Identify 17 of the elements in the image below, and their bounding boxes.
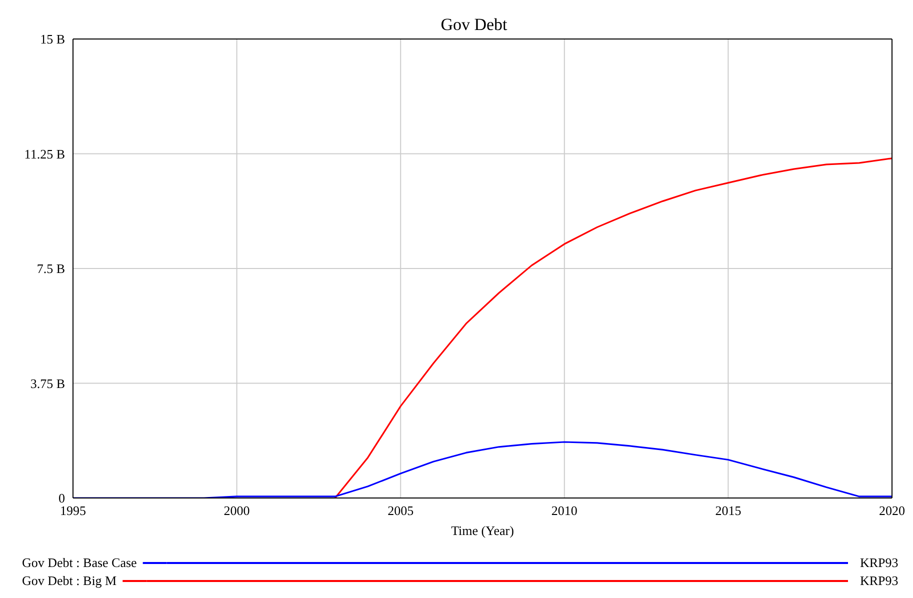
x-axis-title: Time (Year) [451,523,514,538]
x-tick-label: 2005 [388,503,414,518]
y-tick-label: 0 [58,490,65,506]
x-tick-label: 2020 [879,503,905,518]
chart-title: Gov Debt [440,15,508,34]
legend-label: Gov Debt : Big M [22,573,118,588]
y-tick-label: 11.25 B [24,146,66,162]
x-tick-label: 1995 [60,503,86,518]
x-tick-label: 2010 [551,503,578,518]
text: KRP93 [860,573,898,588]
y-tick-label: 7.5 B [36,261,66,276]
legend-label: Gov Debt : Base Case [22,555,138,570]
y-tick-label: 3.75 B [30,376,66,391]
x-tick-label: 2000 [224,503,250,518]
text: KRP93 [860,555,898,570]
x-tick-label: 2015 [715,503,742,518]
y-tick-label: 15 B [40,32,66,47]
